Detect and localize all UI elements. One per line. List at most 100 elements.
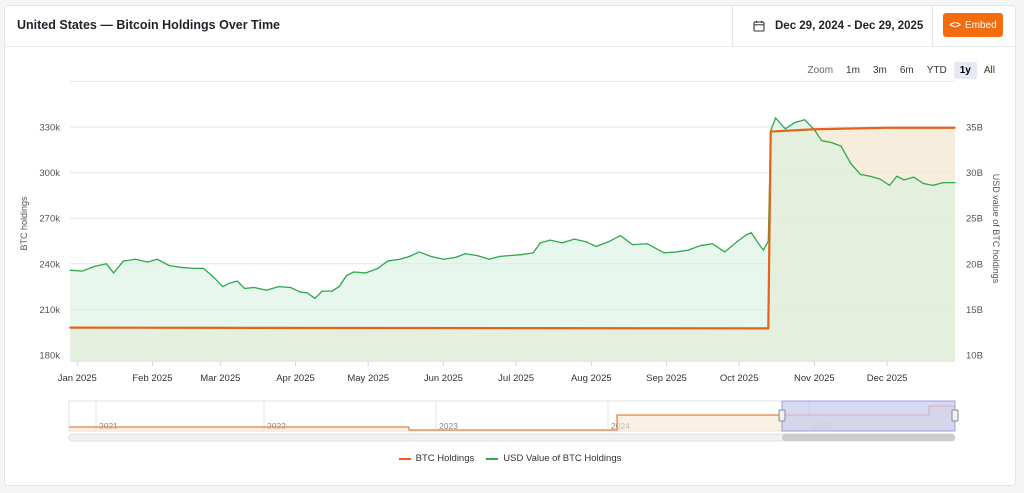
usd-data-point — [290, 286, 292, 289]
btc-data-point — [767, 327, 770, 330]
btc-data-point — [954, 126, 956, 129]
usd-data-point — [850, 162, 852, 165]
usd-data-point — [168, 265, 171, 267]
btc-holdings-line — [69, 126, 955, 330]
usd-data-point — [156, 258, 158, 260]
btc-data-point — [886, 126, 888, 129]
usd-data-point — [180, 266, 183, 269]
usd-data-point — [299, 291, 301, 293]
navigator-left-handle — [778, 409, 786, 422]
usd-data-point — [539, 242, 541, 244]
x-tick-label: Aug 2025 — [571, 373, 612, 384]
usd-data-point — [193, 267, 195, 269]
chart-card: United States — Bitcoin Holdings Over Ti… — [4, 5, 1016, 486]
usd-data-point — [236, 280, 238, 282]
usd-data-point — [365, 272, 367, 274]
code-icon: <> — [949, 19, 961, 31]
usd-data-point — [408, 255, 411, 258]
usd-data-point — [549, 239, 551, 241]
usd-data-point — [619, 234, 621, 237]
zoom-ytd-button[interactable]: YTD — [926, 65, 947, 76]
chart-svg: 180k 210k 240k 270k 300k 330k 10B 15B 20B 25B 30B 3… — [19, 80, 1001, 442]
y-left-tick-label: 240k — [39, 259, 60, 270]
usd-data-point — [508, 254, 510, 257]
usd-data-point — [821, 140, 823, 142]
navigator-year-label: 2021 — [99, 421, 118, 431]
zoom-1m-button[interactable]: 1m — [846, 65, 860, 76]
zoom-3m-button[interactable]: 3m — [872, 65, 887, 76]
x-tick-label: Dec 2025 — [867, 373, 908, 384]
usd-data-point — [212, 275, 214, 278]
usd-data-point — [532, 252, 534, 254]
usd-data-point — [774, 117, 777, 119]
y-right-tick-label: 15B — [966, 305, 983, 316]
usd-data-point — [663, 252, 665, 254]
usd-data-point — [377, 267, 379, 269]
navigator-selection — [781, 400, 956, 432]
usd-data-point — [762, 249, 765, 251]
usd-data-point — [476, 254, 478, 257]
x-tick-label: May 2025 — [347, 373, 389, 384]
usd-data-point — [81, 270, 83, 272]
zoom-bar: Zoom 1m 3m 6m YTD 1y All — [807, 62, 1001, 79]
legend-item-usd-value[interactable]: USD Value of BTC Holdings — [486, 453, 621, 464]
usd-data-point — [585, 241, 588, 243]
legend-label-usd: USD Value of BTC Holdings — [503, 453, 622, 464]
navigator-right-handle — [951, 409, 959, 422]
usd-data-point — [942, 182, 944, 184]
usd-data-point — [222, 286, 224, 288]
usd-data-point — [675, 251, 677, 253]
usd-data-point — [736, 241, 738, 243]
zoom-all-button[interactable]: All — [983, 65, 995, 76]
usd-data-point — [896, 175, 898, 177]
usd-data-point — [146, 261, 149, 263]
usd-data-point — [498, 255, 500, 258]
usd-data-point — [399, 258, 401, 260]
usd-data-point — [724, 251, 726, 253]
usd-data-point — [488, 258, 491, 260]
y-axis-title-right: USD value of BTC holdings — [991, 174, 1001, 284]
embed-label: Embed — [965, 19, 997, 31]
chart-legend: BTC Holdings USD Value of BTC Holdings — [5, 453, 1015, 464]
usd-data-point — [338, 286, 340, 288]
usd-data-point — [321, 290, 323, 292]
y-right-tick-label: 20B — [966, 259, 983, 270]
x-tick-label: Sep 2025 — [646, 373, 687, 384]
y-axis-title-left: BTC holdings — [19, 196, 29, 251]
legend-item-btc-holdings[interactable]: BTC Holdings — [398, 453, 474, 464]
usd-data-point — [353, 271, 355, 273]
date-range-picker[interactable]: Dec 29, 2024 - Dec 29, 2025 — [732, 6, 933, 46]
zoom-6m-button[interactable]: 6m — [899, 65, 914, 76]
zoom-label: Zoom — [807, 65, 834, 76]
usd-data-point — [922, 182, 925, 185]
y-right-tick-label: 35B — [966, 123, 983, 134]
usd-data-point — [442, 258, 444, 260]
usd-data-point — [758, 243, 760, 245]
usd-data-point — [804, 119, 806, 121]
navigator-area — [69, 406, 955, 431]
y-left-tick-label: 330k — [39, 123, 60, 134]
zoom-1y-button[interactable]: 1y — [953, 62, 977, 79]
usd-data-point — [745, 234, 748, 236]
usd-data-point — [430, 255, 432, 258]
page-title: United States — Bitcoin Holdings Over Ti… — [17, 18, 281, 32]
x-tick-label: Mar 2025 — [200, 373, 240, 384]
usd-data-point — [561, 242, 563, 244]
usd-data-point — [840, 145, 842, 147]
btc-data-point — [69, 326, 71, 329]
usd-data-point — [105, 263, 107, 265]
y-left-tick-label: 300k — [39, 168, 60, 179]
usd-data-point — [307, 292, 309, 294]
x-tick-label: Oct 2025 — [720, 373, 759, 384]
usd-data-point — [454, 256, 457, 259]
embed-button[interactable]: <> Embed — [943, 13, 1003, 37]
usd-data-point — [387, 260, 389, 262]
chart-header: United States — Bitcoin Holdings Over Ti… — [5, 6, 1015, 47]
navigator-year-label: 2022 — [267, 421, 286, 431]
usd-data-point — [687, 249, 689, 251]
usd-data-point — [277, 286, 280, 288]
usd-data-point — [711, 243, 714, 245]
usd-data-point — [314, 297, 316, 300]
calendar-icon — [753, 20, 765, 32]
usd-data-point — [869, 175, 871, 177]
